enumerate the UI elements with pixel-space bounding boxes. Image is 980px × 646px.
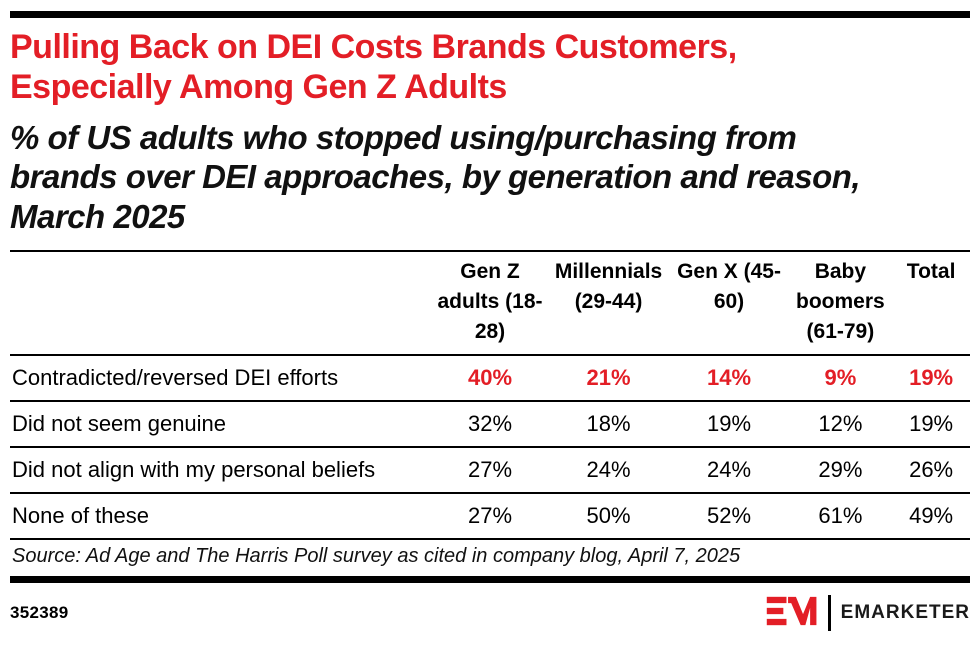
row-label: Did not seem genuine [10, 400, 433, 448]
row-label: Did not align with my personal beliefs [10, 446, 433, 494]
cell-value: 24% [547, 446, 670, 494]
cell-value: 29% [788, 446, 893, 494]
bottom-divider-bar [10, 575, 970, 583]
column-header-empty [10, 250, 433, 356]
cell-value: 19% [669, 400, 789, 448]
chart-title: Pulling Back on DEI Costs Brands Custome… [10, 28, 737, 106]
column-header-gen-x: Gen X (45-60) [669, 250, 789, 356]
cell-value: 32% [432, 400, 548, 448]
cell-value: 24% [669, 446, 789, 494]
row-label: None of these [10, 492, 433, 540]
cell-value: 27% [432, 446, 548, 494]
cell-value: 19% [892, 400, 970, 448]
column-header-gen-z: Gen Z adults (18-28) [432, 250, 548, 356]
chart-id: 352389 [10, 603, 69, 623]
footer: 352389 EMARKETER [10, 594, 970, 633]
cell-value: 21% [547, 354, 670, 402]
cell-value: 27% [432, 492, 548, 540]
table-row: Did not seem genuine 32% 18% 19% 12% 19% [10, 400, 970, 448]
column-header-total: Total [892, 250, 970, 356]
cell-value: 40% [432, 354, 548, 402]
column-header-millennials: Millennials (29-44) [547, 250, 670, 356]
cell-value: 52% [669, 492, 789, 540]
table-header-row: Gen Z adults (18-28) Millennials (29-44)… [10, 250, 970, 356]
data-table: Gen Z adults (18-28) Millennials (29-44)… [10, 250, 970, 540]
table-row: Contradicted/reversed DEI efforts 40% 21… [10, 354, 970, 402]
source-note: Source: Ad Age and The Harris Poll surve… [12, 544, 741, 567]
cell-value: 61% [788, 492, 893, 540]
emarketer-logo: EMARKETER [766, 594, 970, 633]
table-row: Did not align with my personal beliefs 2… [10, 446, 970, 494]
table-header: Gen Z adults (18-28) Millennials (29-44)… [10, 250, 970, 356]
table-row: None of these 27% 50% 52% 61% 49% [10, 492, 970, 540]
logo-divider [827, 595, 831, 632]
chart-subtitle: % of US adults who stopped using/purchas… [10, 118, 861, 236]
cell-value: 19% [892, 354, 970, 402]
cell-value: 18% [547, 400, 670, 448]
top-divider-bar [10, 11, 970, 18]
row-label: Contradicted/reversed DEI efforts [10, 354, 433, 402]
cell-value: 9% [788, 354, 893, 402]
cell-value: 12% [788, 400, 893, 448]
em-logo-icon [766, 594, 818, 633]
cell-value: 50% [547, 492, 670, 540]
column-header-baby-boomers: Baby boomers (61-79) [788, 250, 893, 356]
cell-value: 14% [669, 354, 789, 402]
cell-value: 49% [892, 492, 970, 540]
brand-name: EMARKETER [840, 602, 970, 624]
cell-value: 26% [892, 446, 970, 494]
